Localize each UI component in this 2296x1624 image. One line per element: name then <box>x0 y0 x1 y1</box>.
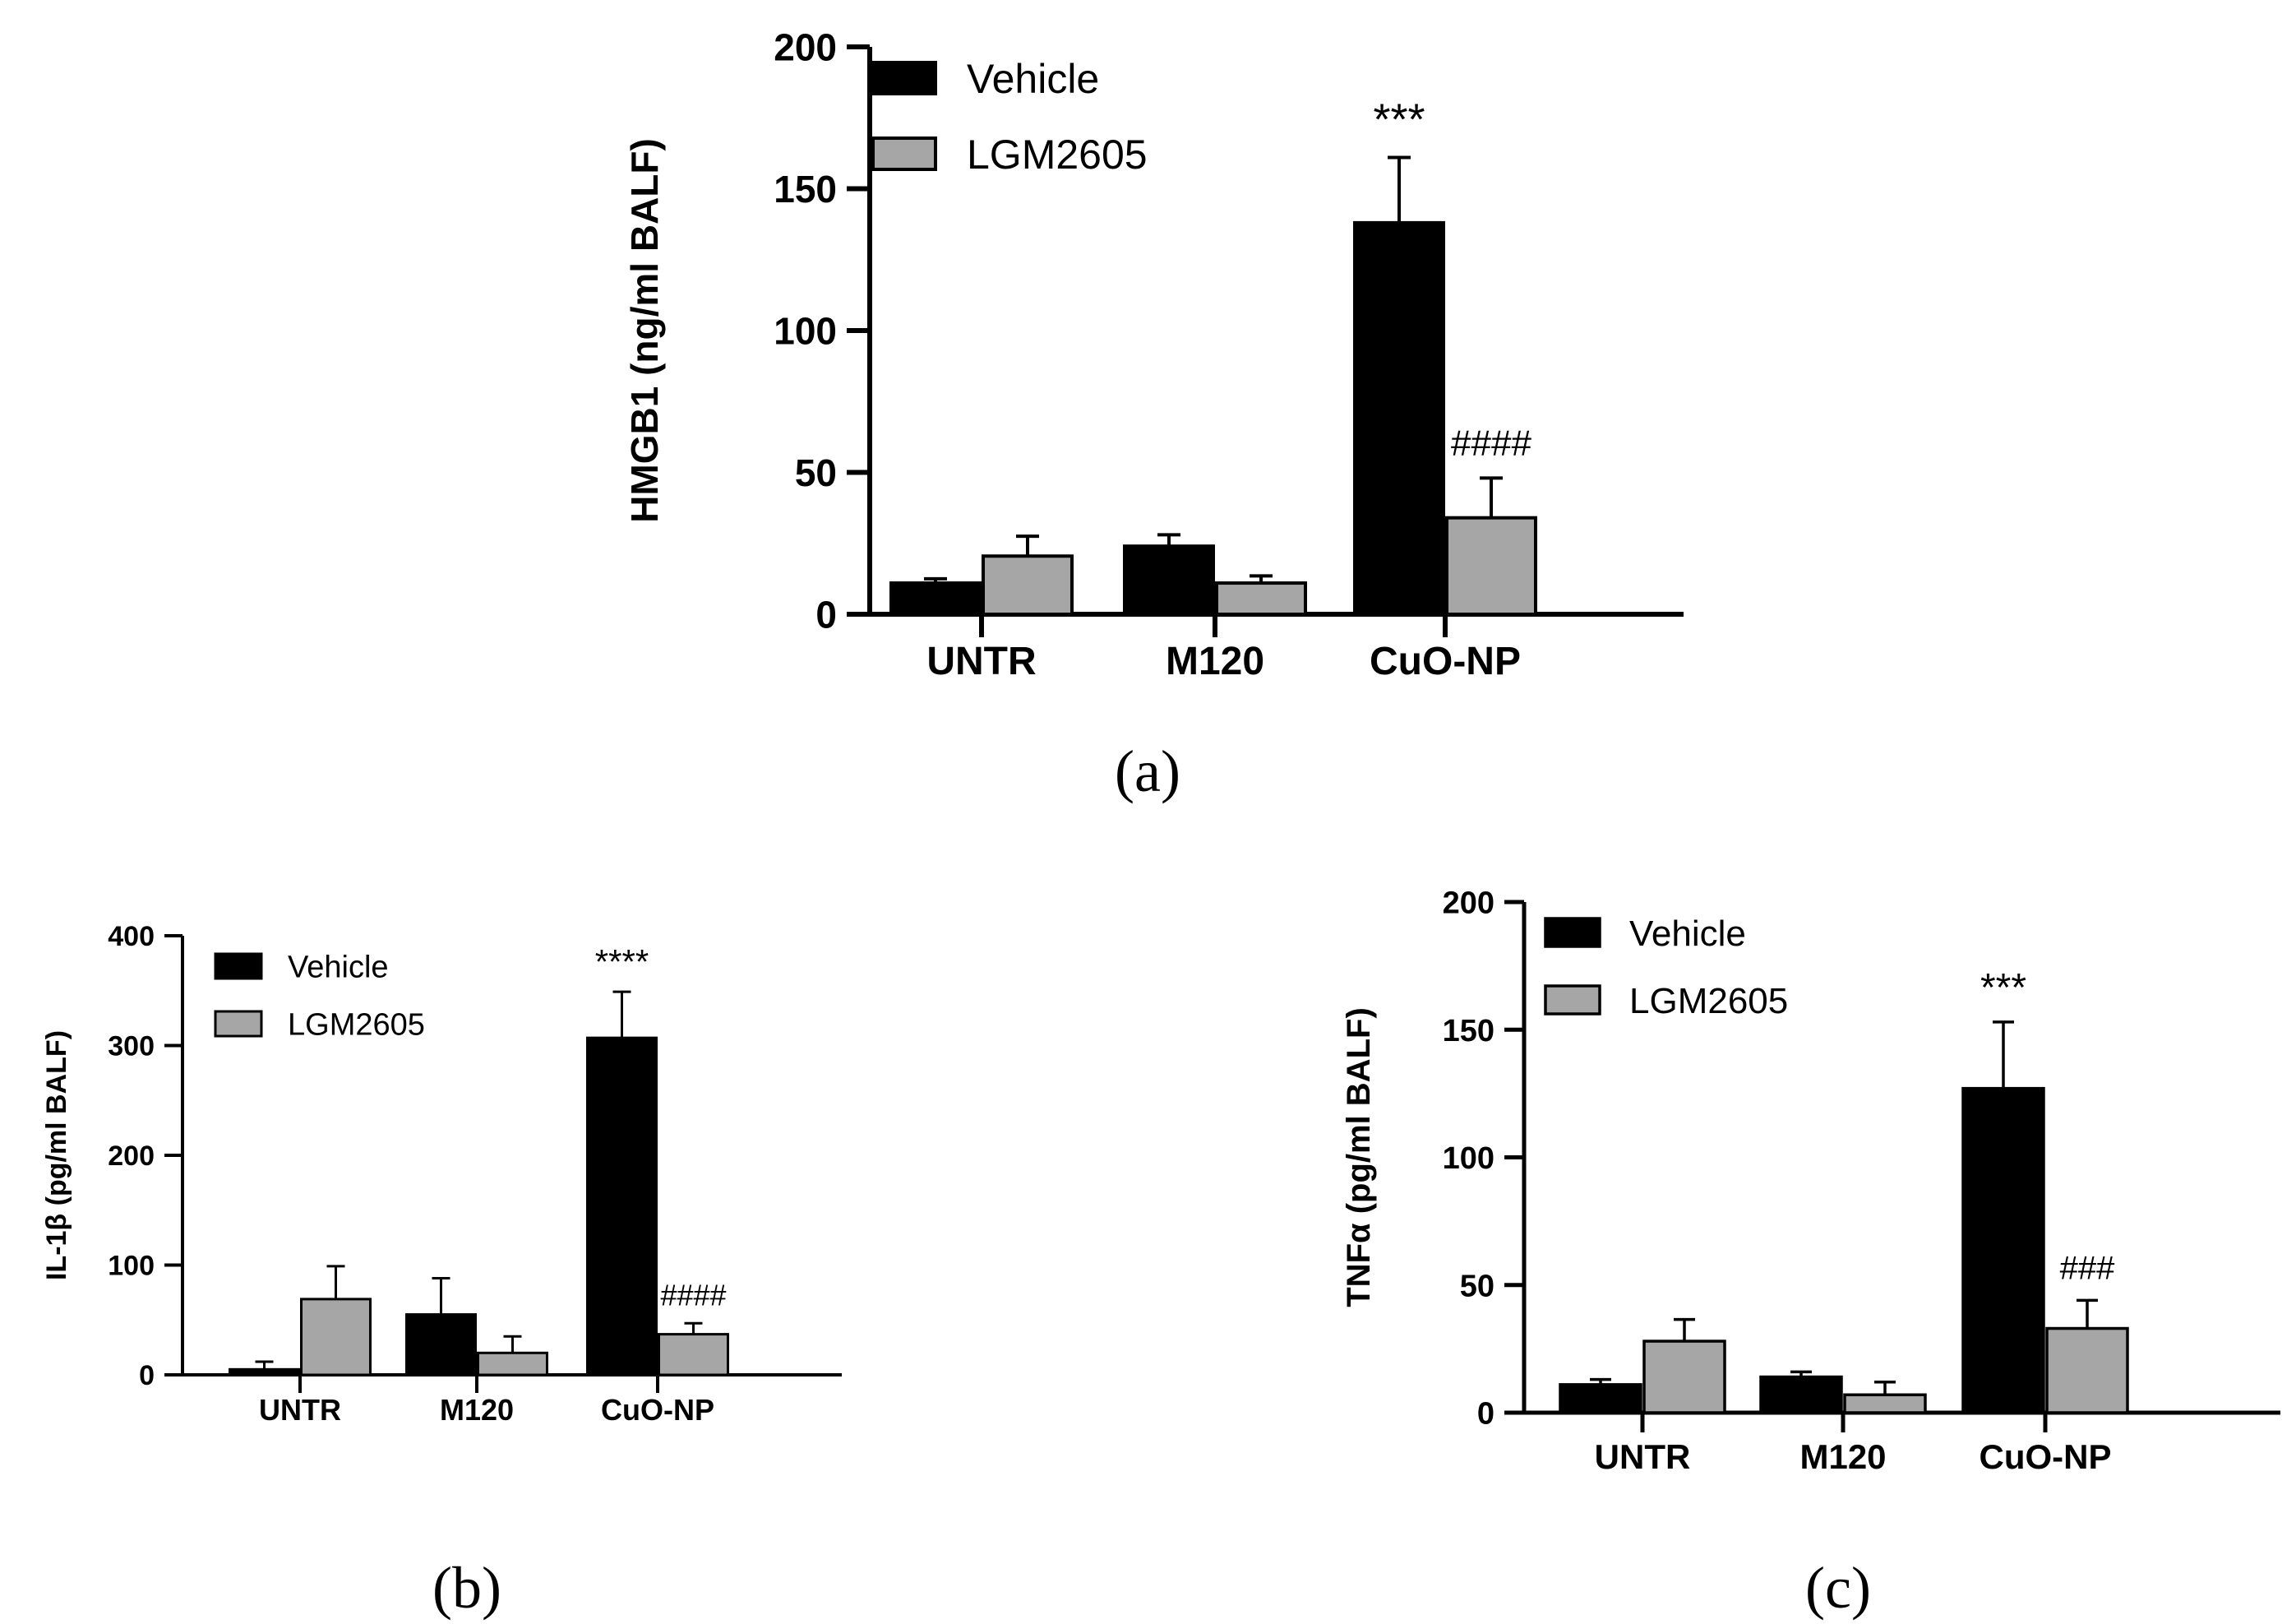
bar-vehicle-untr <box>229 1367 300 1376</box>
x-tick-label: UNTR <box>926 640 1036 683</box>
y-tick-label: 200 <box>1443 886 1494 921</box>
bar-vehicle-m120 <box>405 1313 477 1376</box>
significance-annotation: ### <box>2060 1250 2115 1286</box>
bar-vehicle-cuo-np <box>586 1036 658 1376</box>
significance-annotation: *** <box>1980 966 2026 1010</box>
chart-il1b: 0 100 200 300 400 IL-1β (pg/ml BALF) UNTR M120 C… <box>41 921 842 1621</box>
bar-lgm2605-cuo-np <box>1445 516 1537 617</box>
significance-annotation: #### <box>660 1278 726 1312</box>
chart-tnfa: 0 50 100 150 200 TNFα (pg/ml BALF) UNTR M120 CuO… <box>1341 886 2280 1621</box>
bar-vehicle-m120 <box>1759 1375 1843 1414</box>
y-tick-label: 150 <box>1443 1014 1494 1048</box>
x-tick-label: CuO-NP <box>1370 640 1521 683</box>
panel-label: (a) <box>1115 738 1180 804</box>
legend-label: Vehicle <box>967 56 1099 102</box>
significance-annotation: **** <box>595 942 649 981</box>
y-tick-label: 150 <box>774 168 837 211</box>
x-tick-label: CuO-NP <box>601 1393 714 1427</box>
legend-swatch-vehicle <box>1544 917 1601 948</box>
y-tick-label: 100 <box>1443 1141 1494 1176</box>
y-axis-label: TNFα (pg/ml BALF) <box>1341 1007 1377 1307</box>
bar-lgm2605-untr <box>982 554 1074 617</box>
significance-annotation: *** <box>1373 95 1425 145</box>
x-tick-label: M120 <box>1799 1437 1886 1476</box>
bar-vehicle-m120 <box>1123 544 1215 617</box>
legend-label: LGM2605 <box>288 1008 425 1043</box>
y-tick-label: 0 <box>139 1360 155 1391</box>
bar-lgm2605-m120 <box>1843 1393 1927 1414</box>
y-tick-label: 300 <box>108 1031 155 1062</box>
legend-swatch-lgm2605 <box>214 1010 263 1038</box>
legend-swatch-lgm2605 <box>871 136 937 171</box>
bar-vehicle-untr <box>1559 1383 1642 1414</box>
x-tick-label: CuO-NP <box>1980 1437 2112 1476</box>
y-tick-label: 100 <box>108 1251 155 1282</box>
panel-label: (b) <box>432 1555 501 1621</box>
legend-swatch-vehicle <box>871 61 937 95</box>
y-tick-label: 200 <box>108 1141 155 1172</box>
legend-swatch-lgm2605 <box>1544 984 1601 1016</box>
y-axis-label: IL-1β (pg/ml BALF) <box>41 1030 72 1280</box>
bar-lgm2605-cuo-np <box>2045 1326 2129 1414</box>
legend-label: LGM2605 <box>967 132 1148 178</box>
bar-lgm2605-m120 <box>1215 581 1307 616</box>
y-tick-label: 0 <box>1477 1397 1494 1432</box>
y-axis-label: HMGB1 (ng/ml BALF) <box>623 138 666 523</box>
y-tick-label: 400 <box>108 921 155 952</box>
legend-label: Vehicle <box>288 951 389 985</box>
bar-lgm2605-untr <box>1642 1339 1726 1414</box>
significance-annotation: #### <box>1451 423 1531 463</box>
y-tick-label: 200 <box>774 26 837 69</box>
bar-vehicle-cuo-np <box>1961 1086 2045 1414</box>
y-tick-label: 0 <box>815 594 837 636</box>
panel-label: (c) <box>1805 1555 1871 1621</box>
bar-vehicle-cuo-np <box>1353 220 1445 616</box>
y-tick-label: 50 <box>1460 1269 1494 1303</box>
bar-lgm2605-cuo-np <box>658 1333 729 1376</box>
legend-swatch-vehicle <box>214 952 263 980</box>
x-tick-label: UNTR <box>1595 1437 1691 1476</box>
bar-lgm2605-untr <box>300 1298 372 1376</box>
bar-vehicle-untr <box>889 581 982 616</box>
x-tick-label: M120 <box>1166 640 1264 683</box>
bar-lgm2605-m120 <box>477 1351 548 1376</box>
y-tick-label: 100 <box>774 310 837 353</box>
x-tick-label: M120 <box>440 1393 514 1427</box>
x-tick-label: UNTR <box>259 1393 341 1427</box>
legend-label: LGM2605 <box>1629 981 1788 1021</box>
legend-label: Vehicle <box>1629 914 1746 954</box>
y-tick-label: 50 <box>795 451 837 494</box>
chart-hmgb1: 0 50 100 150 200 HMGB1 (ng/ml BALF) UNTR M120 Cu… <box>623 26 1684 804</box>
